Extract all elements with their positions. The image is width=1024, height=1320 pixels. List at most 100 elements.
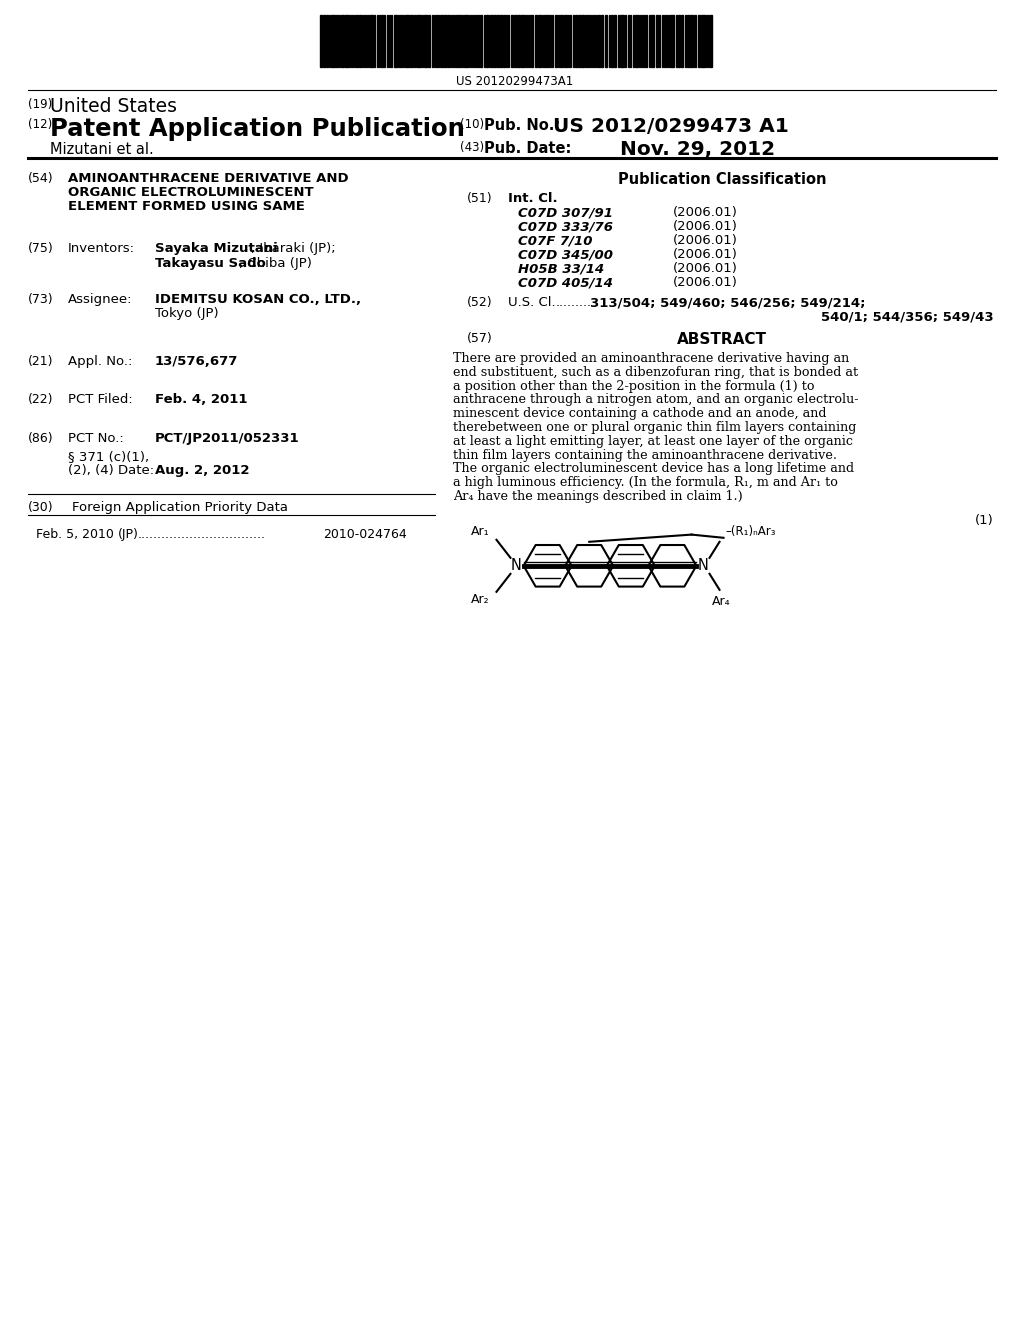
Text: 540/1; 544/356; 549/43: 540/1; 544/356; 549/43 xyxy=(821,310,994,323)
Bar xyxy=(620,15,624,67)
Bar xyxy=(490,15,493,67)
Text: Ar₄: Ar₄ xyxy=(713,595,731,609)
Bar xyxy=(410,15,412,67)
Bar xyxy=(645,15,647,67)
Text: There are provided an aminoanthracene derivative having an: There are provided an aminoanthracene de… xyxy=(453,352,849,366)
Text: Feb. 5, 2010: Feb. 5, 2010 xyxy=(36,528,114,541)
Text: C07D 405/14: C07D 405/14 xyxy=(518,276,613,289)
Bar xyxy=(635,15,638,67)
Text: US 20120299473A1: US 20120299473A1 xyxy=(457,75,573,88)
Text: a high luminous efficiency. (In the formula, R₁, m and Ar₁ to: a high luminous efficiency. (In the form… xyxy=(453,477,838,490)
Text: (19): (19) xyxy=(28,98,52,111)
Bar xyxy=(538,15,541,67)
Text: US 2012/0299473 A1: US 2012/0299473 A1 xyxy=(553,117,788,136)
Bar xyxy=(670,15,674,67)
Bar xyxy=(514,15,516,67)
Bar xyxy=(424,15,427,67)
Bar xyxy=(441,15,443,67)
Bar xyxy=(605,15,607,67)
Text: (73): (73) xyxy=(28,293,53,306)
Text: 313/504; 549/460; 546/256; 549/214;: 313/504; 549/460; 546/256; 549/214; xyxy=(590,296,865,309)
Bar xyxy=(447,15,449,67)
Text: (1): (1) xyxy=(975,513,994,527)
Bar xyxy=(486,15,488,67)
Bar xyxy=(497,15,499,67)
Text: (52): (52) xyxy=(467,296,493,309)
Bar xyxy=(500,15,502,67)
Bar xyxy=(547,15,549,67)
Bar xyxy=(381,15,383,67)
Bar xyxy=(681,15,683,67)
Bar xyxy=(687,15,689,67)
Text: .........: ......... xyxy=(556,296,592,309)
Text: end substituent, such as a dibenzofuran ring, that is bonded at: end substituent, such as a dibenzofuran … xyxy=(453,366,858,379)
Text: (54): (54) xyxy=(28,172,53,185)
Text: Ar₁: Ar₁ xyxy=(471,525,489,539)
Text: thin film layers containing the aminoanthracene derivative.: thin film layers containing the aminoant… xyxy=(453,449,837,462)
Bar xyxy=(535,15,537,67)
Bar xyxy=(494,15,496,67)
Bar xyxy=(678,15,680,67)
Bar xyxy=(444,15,446,67)
Text: , Ibaraki (JP);: , Ibaraki (JP); xyxy=(251,242,336,255)
Text: therebetween one or plural organic thin film layers containing: therebetween one or plural organic thin … xyxy=(453,421,856,434)
Text: 13/576,677: 13/576,677 xyxy=(155,355,239,368)
Text: N: N xyxy=(698,558,709,573)
Bar xyxy=(598,15,600,67)
Bar xyxy=(356,15,358,67)
Text: IDEMITSU KOSAN CO., LTD.,: IDEMITSU KOSAN CO., LTD., xyxy=(155,293,361,306)
Bar xyxy=(480,15,482,67)
Text: Sayaka Mizutani: Sayaka Mizutani xyxy=(155,242,278,255)
Bar xyxy=(555,15,557,67)
Text: Ar₄ have the meanings described in claim 1.): Ar₄ have the meanings described in claim… xyxy=(453,490,742,503)
Bar xyxy=(417,15,421,67)
Text: ................................: ................................ xyxy=(138,528,266,541)
Bar xyxy=(521,15,524,67)
Bar xyxy=(601,15,603,67)
Text: U.S. Cl.: U.S. Cl. xyxy=(508,296,556,309)
Text: (57): (57) xyxy=(467,333,493,345)
Text: ORGANIC ELECTROLUMINESCENT: ORGANIC ELECTROLUMINESCENT xyxy=(68,186,313,199)
Bar xyxy=(581,15,584,67)
Bar xyxy=(400,15,402,67)
Text: Tokyo (JP): Tokyo (JP) xyxy=(155,308,219,319)
Bar xyxy=(503,15,505,67)
Text: –(R₁)ₙAr₃: –(R₁)ₙAr₃ xyxy=(726,525,776,539)
Text: (2006.01): (2006.01) xyxy=(673,220,738,234)
Bar xyxy=(341,15,344,67)
Text: (2006.01): (2006.01) xyxy=(673,276,738,289)
Text: (2006.01): (2006.01) xyxy=(673,206,738,219)
Bar xyxy=(578,15,580,67)
Text: at least a light emitting layer, at least one layer of the organic: at least a light emitting layer, at leas… xyxy=(453,434,853,447)
Bar xyxy=(459,15,461,67)
Text: C07F 7/10: C07F 7/10 xyxy=(518,234,593,247)
Text: Foreign Application Priority Data: Foreign Application Priority Data xyxy=(72,502,288,513)
Text: Appl. No.:: Appl. No.: xyxy=(68,355,132,368)
Bar xyxy=(710,15,712,67)
Text: Pub. No.:: Pub. No.: xyxy=(484,117,560,133)
Bar xyxy=(326,15,328,67)
Text: AMINOANTHRACENE DERIVATIVE AND: AMINOANTHRACENE DERIVATIVE AND xyxy=(68,172,348,185)
Text: Takayasu Sado: Takayasu Sado xyxy=(155,257,266,271)
Bar xyxy=(477,15,479,67)
Text: (2), (4) Date:: (2), (4) Date: xyxy=(68,465,155,477)
Text: (2006.01): (2006.01) xyxy=(673,248,738,261)
Bar xyxy=(456,15,458,67)
Text: (2006.01): (2006.01) xyxy=(673,234,738,247)
Text: minescent device containing a cathode and an anode, and: minescent device containing a cathode an… xyxy=(453,407,826,420)
Text: Nov. 29, 2012: Nov. 29, 2012 xyxy=(620,140,775,158)
Text: Mizutani et al.: Mizutani et al. xyxy=(50,143,154,157)
Text: PCT Filed:: PCT Filed: xyxy=(68,393,133,407)
Bar xyxy=(611,15,613,67)
Text: , Chiba (JP): , Chiba (JP) xyxy=(239,257,312,271)
Text: (21): (21) xyxy=(28,355,53,368)
Bar xyxy=(436,15,438,67)
Text: United States: United States xyxy=(50,96,177,116)
Bar xyxy=(517,15,520,67)
Bar xyxy=(464,15,468,67)
Text: (43): (43) xyxy=(460,141,484,154)
Bar xyxy=(511,15,513,67)
Text: Assignee:: Assignee: xyxy=(68,293,132,306)
Text: Publication Classification: Publication Classification xyxy=(617,172,826,187)
Bar xyxy=(690,15,692,67)
